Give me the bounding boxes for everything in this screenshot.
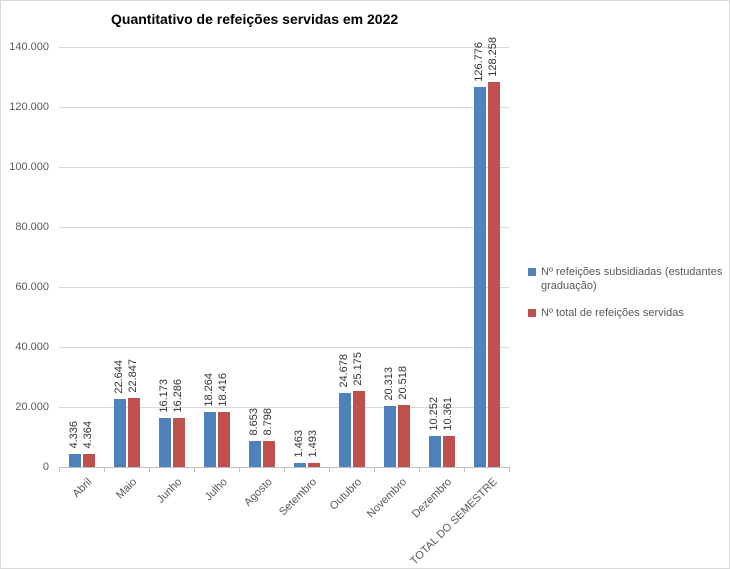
bar-value-label: 22.644 (113, 360, 125, 394)
legend-swatch-red-icon (528, 309, 536, 317)
chart-title: Quantitativo de refeições servidas em 20… (111, 11, 399, 27)
bar-total-4 (263, 441, 275, 467)
bar-subsidiadas-0 (69, 454, 81, 467)
x-axis-label: Outubro (327, 476, 365, 513)
bar-value-label: 1.463 (293, 430, 305, 458)
gridline (59, 227, 509, 228)
bar-total-8 (443, 436, 455, 467)
bar-value-label: 8.798 (262, 408, 274, 436)
bar-value-label: 16.173 (158, 379, 170, 413)
legend-label-subsidized: Nº refeições subsidiadas (estudantes gra… (541, 266, 723, 292)
axis-tick (104, 467, 105, 472)
bar-value-label: 24.678 (338, 354, 350, 388)
y-axis-label: 20.000 (15, 401, 49, 413)
axis-tick (239, 467, 240, 472)
bar-value-label: 22.847 (127, 359, 139, 393)
y-axis-label: 60.000 (15, 281, 49, 293)
bar-total-6 (353, 391, 365, 467)
x-axis-label: Agosto (241, 476, 275, 509)
gridline (59, 347, 509, 348)
y-axis-label: 100.000 (9, 161, 49, 173)
bar-value-label: 4.364 (82, 421, 94, 449)
bar-total-3 (218, 412, 230, 467)
bar-value-label: 20.518 (397, 366, 409, 400)
y-axis-label: 140.000 (9, 41, 49, 53)
axis-tick (284, 467, 285, 472)
bar-total-9 (488, 82, 500, 467)
y-axis-label: 40.000 (15, 341, 49, 353)
bar-total-5 (308, 463, 320, 467)
bar-subsidiadas-4 (249, 441, 261, 467)
axis-tick (59, 467, 60, 472)
legend: Nº refeições subsidiadas (estudantes gra… (528, 265, 724, 320)
y-axis-label: 0 (42, 461, 49, 473)
bar-value-label: 18.264 (203, 373, 215, 407)
x-axis-label: Abril (70, 476, 95, 501)
gridline (59, 47, 509, 48)
x-axis-label: Setembro (277, 476, 320, 519)
bar-value-label: 20.313 (383, 367, 395, 401)
bar-total-7 (398, 405, 410, 467)
legend-swatch-blue-icon (528, 268, 536, 276)
x-axis-label: Julho (202, 476, 230, 504)
bar-value-label: 128.258 (487, 37, 499, 77)
legend-label-total: Nº total de refeições servidas (541, 307, 684, 319)
bar-total-0 (83, 454, 95, 467)
gridline (59, 167, 509, 168)
bar-subsidiadas-8 (429, 436, 441, 467)
bar-value-label: 1.493 (307, 430, 319, 458)
bar-value-label: 4.336 (68, 421, 80, 449)
axis-tick (374, 467, 375, 472)
x-axis-label: Dezembro (410, 476, 455, 521)
bar-value-label: 16.286 (172, 379, 184, 413)
legend-item-subsidized: Nº refeições subsidiadas (estudantes gra… (528, 265, 724, 293)
axis-tick (194, 467, 195, 472)
bar-subsidiadas-9 (474, 87, 486, 467)
bar-subsidiadas-5 (294, 463, 306, 467)
bar-value-label: 25.175 (352, 352, 364, 386)
axis-tick (419, 467, 420, 472)
gridline (59, 107, 509, 108)
y-axis-label: 120.000 (9, 101, 49, 113)
axis-tick (464, 467, 465, 472)
bar-value-label: 18.416 (217, 373, 229, 407)
gridline (59, 287, 509, 288)
x-axis-label: Maio (114, 476, 140, 502)
bar-subsidiadas-7 (384, 406, 396, 467)
axis-tick (149, 467, 150, 472)
bar-value-label: 10.252 (428, 397, 440, 431)
x-axis-label: TOTAL DO SEMESTRE (408, 476, 500, 568)
y-axis-label: 80.000 (15, 221, 49, 233)
bar-subsidiadas-6 (339, 393, 351, 467)
x-axis-label: Junho (154, 476, 185, 506)
bar-subsidiadas-3 (204, 412, 216, 467)
bar-total-2 (173, 418, 185, 467)
bar-value-label: 10.361 (442, 397, 454, 431)
bar-total-1 (128, 398, 140, 467)
legend-item-total: Nº total de refeições servidas (528, 306, 724, 320)
bar-subsidiadas-2 (159, 418, 171, 467)
axis-tick (509, 467, 510, 472)
x-axis-label: Novembro (365, 476, 410, 521)
gridline (59, 407, 509, 408)
bar-subsidiadas-1 (114, 399, 126, 467)
bar-value-label: 8.653 (248, 408, 260, 436)
bar-value-label: 126.776 (473, 42, 485, 82)
axis-tick (329, 467, 330, 472)
